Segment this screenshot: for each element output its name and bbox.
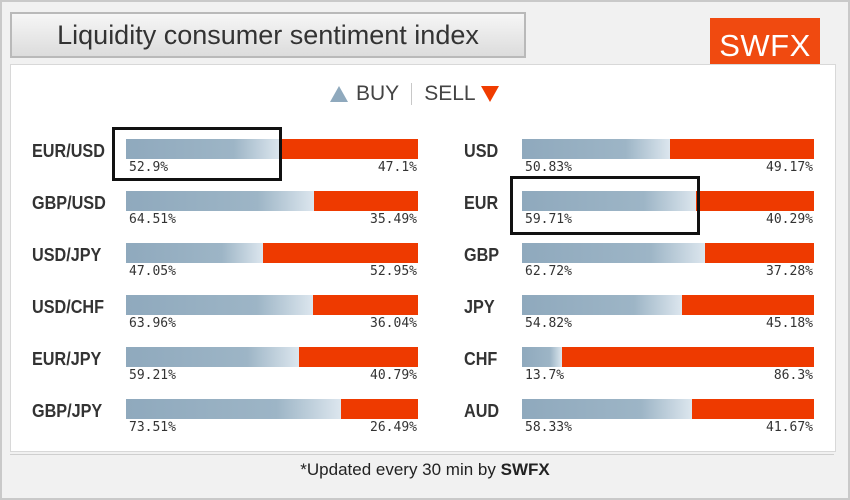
pair-label: GBP/JPY bbox=[32, 401, 103, 421]
sentiment-bar bbox=[522, 347, 814, 367]
sell-percent: 47.1% bbox=[377, 160, 417, 175]
sell-percent: 40.79% bbox=[370, 368, 417, 383]
sentiment-bar bbox=[522, 295, 814, 315]
footer-text: *Updated every 30 min by bbox=[300, 460, 501, 479]
buy-fill bbox=[126, 243, 264, 263]
sentiment-row: AUD 58.33% 41.67% bbox=[2, 399, 848, 449]
pair-label: USD/CHF bbox=[32, 297, 104, 317]
buy-fill bbox=[522, 347, 562, 367]
sell-percent: 40.29% bbox=[766, 212, 813, 227]
sell-fill bbox=[705, 243, 814, 263]
pair-label: EUR/JPY bbox=[32, 349, 102, 369]
highlight-box-eurusd bbox=[112, 127, 282, 181]
sentiment-bar bbox=[126, 191, 418, 211]
pair-label: USD bbox=[464, 141, 499, 161]
sentiment-row: GBP/JPY 73.51% 26.49% bbox=[2, 399, 848, 449]
buy-fill bbox=[522, 191, 697, 211]
buy-fill bbox=[126, 139, 281, 159]
sentiment-row: EUR/JPY 59.21% 40.79% bbox=[2, 347, 848, 397]
sentiment-row: EUR/USD 52.9% 47.1% bbox=[2, 139, 848, 189]
buy-percent: 13.7% bbox=[525, 368, 565, 383]
legend-buy-label: BUY bbox=[356, 82, 400, 105]
sell-fill bbox=[562, 347, 814, 367]
pair-label: EUR/USD bbox=[32, 141, 105, 161]
sell-fill bbox=[692, 399, 814, 419]
buy-percent: 63.96% bbox=[129, 316, 176, 331]
sentiment-row: CHF 13.7% 86.3% bbox=[2, 347, 848, 397]
buy-percent: 59.21% bbox=[129, 368, 176, 383]
pair-label: EUR bbox=[464, 193, 499, 213]
buy-percent: 58.33% bbox=[525, 420, 572, 435]
sentiment-bar bbox=[522, 399, 814, 419]
buy-fill bbox=[522, 139, 671, 159]
buy-fill bbox=[126, 399, 341, 419]
sentiment-bar bbox=[126, 139, 418, 159]
buy-percent: 47.05% bbox=[129, 264, 176, 279]
footer-brand: SWFX bbox=[500, 460, 550, 479]
buy-percent: 50.83% bbox=[525, 160, 572, 175]
sentiment-bar bbox=[522, 191, 814, 211]
sentiment-bar bbox=[522, 243, 814, 263]
sentiment-row: USD/JPY 47.05% 52.95% bbox=[2, 243, 848, 293]
footer-divider bbox=[10, 454, 834, 455]
sentiment-bar bbox=[126, 243, 418, 263]
sell-fill bbox=[340, 399, 418, 419]
pair-label: GBP/USD bbox=[32, 193, 106, 213]
legend-sell-label: SELL bbox=[424, 82, 476, 105]
buy-fill bbox=[126, 347, 299, 367]
sentiment-bar bbox=[126, 399, 418, 419]
widget-title: Liquidity consumer sentiment index bbox=[10, 12, 526, 58]
sell-fill bbox=[314, 191, 418, 211]
sell-triangle-icon bbox=[480, 86, 499, 102]
buy-percent: 62.72% bbox=[525, 264, 572, 279]
sell-fill bbox=[263, 243, 418, 263]
footer-note: *Updated every 30 min by SWFX bbox=[2, 460, 848, 480]
sell-percent: 26.49% bbox=[370, 420, 417, 435]
sentiment-row: EUR 59.71% 40.29% bbox=[2, 191, 848, 241]
sell-fill bbox=[298, 347, 418, 367]
sentiment-row: USD 50.83% 49.17% bbox=[2, 139, 848, 189]
sell-fill bbox=[696, 191, 814, 211]
buy-fill bbox=[522, 399, 693, 419]
sell-percent: 86.3% bbox=[773, 368, 813, 383]
buy-percent: 52.9% bbox=[129, 160, 169, 175]
sell-percent: 35.49% bbox=[370, 212, 417, 227]
pair-label: GBP bbox=[464, 245, 500, 265]
buy-fill bbox=[522, 295, 683, 315]
sentiment-row: JPY 54.82% 45.18% bbox=[2, 295, 848, 345]
buy-percent: 59.71% bbox=[525, 212, 572, 227]
buy-percent: 54.82% bbox=[525, 316, 572, 331]
sentiment-row: USD/CHF 63.96% 36.04% bbox=[2, 295, 848, 345]
sell-percent: 45.18% bbox=[766, 316, 813, 331]
buy-triangle-icon bbox=[330, 86, 348, 102]
buy-percent: 64.51% bbox=[129, 212, 176, 227]
sell-percent: 52.95% bbox=[370, 264, 417, 279]
sentiment-bar bbox=[522, 139, 814, 159]
pair-label: CHF bbox=[464, 349, 498, 369]
legend: BUY SELL bbox=[320, 80, 499, 108]
buy-percent: 73.51% bbox=[129, 420, 176, 435]
sentiment-bar bbox=[126, 295, 418, 315]
sell-percent: 36.04% bbox=[370, 316, 417, 331]
sell-percent: 41.67% bbox=[766, 420, 813, 435]
buy-fill bbox=[522, 243, 706, 263]
buy-fill bbox=[126, 191, 315, 211]
sentiment-bar bbox=[126, 347, 418, 367]
sell-percent: 37.28% bbox=[766, 264, 813, 279]
pair-label: JPY bbox=[464, 297, 495, 317]
sell-fill bbox=[670, 139, 814, 159]
sell-fill bbox=[280, 139, 418, 159]
legend-divider bbox=[411, 83, 413, 105]
buy-fill bbox=[126, 295, 313, 315]
sentiment-row: GBP/USD 64.51% 35.49% bbox=[2, 191, 848, 241]
pair-label: USD/JPY bbox=[32, 245, 102, 265]
sell-fill bbox=[312, 295, 418, 315]
pair-label: AUD bbox=[464, 401, 500, 421]
sell-percent: 49.17% bbox=[766, 160, 813, 175]
sentiment-row: GBP 62.72% 37.28% bbox=[2, 243, 848, 293]
highlight-box-eur bbox=[510, 176, 700, 235]
sell-fill bbox=[682, 295, 814, 315]
